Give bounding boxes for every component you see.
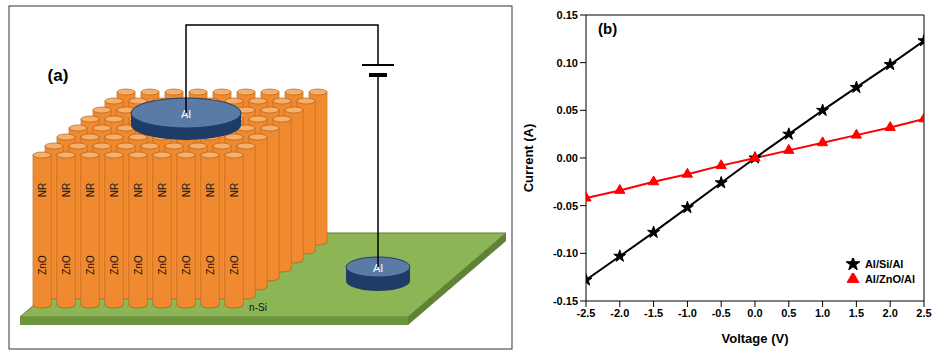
svg-text:0.0: 0.0 — [747, 307, 762, 319]
svg-text:NR: NR — [109, 183, 120, 197]
svg-text:ZnO: ZnO — [37, 255, 48, 275]
svg-text:NR: NR — [157, 183, 168, 197]
svg-text:NR: NR — [181, 183, 192, 197]
html-text:(b): (b) — [598, 20, 618, 37]
svg-text:NR: NR — [205, 183, 216, 197]
svg-text:-0.10: -0.10 — [553, 247, 578, 259]
svg-text:0.00: 0.00 — [557, 152, 578, 164]
svg-text:(a): (a) — [48, 66, 69, 85]
svg-text:-2.5: -2.5 — [577, 307, 596, 319]
svg-text:-1.0: -1.0 — [678, 307, 697, 319]
svg-text:Current (A): Current (A) — [521, 124, 536, 193]
svg-text:0.5: 0.5 — [781, 307, 796, 319]
svg-text:ZnO: ZnO — [109, 255, 120, 275]
html-text:Al/Si/Al: Al/Si/Al — [864, 258, 904, 270]
svg-text:-0.15: -0.15 — [553, 295, 578, 307]
svg-text:-1.5: -1.5 — [644, 307, 663, 319]
svg-text:ZnO: ZnO — [61, 255, 72, 275]
svg-text:2.5: 2.5 — [916, 307, 931, 319]
svg-text:ZnO: ZnO — [157, 255, 168, 275]
svg-text:-2.0: -2.0 — [610, 307, 629, 319]
svg-text:Al: Al — [373, 262, 383, 274]
svg-text:0.05: 0.05 — [557, 104, 578, 116]
svg-text:1.5: 1.5 — [849, 307, 864, 319]
svg-text:NR: NR — [37, 183, 48, 197]
svg-text:ZnO: ZnO — [85, 255, 96, 275]
svg-text:NR: NR — [133, 183, 144, 197]
svg-text:Voltage (V): Voltage (V) — [722, 331, 789, 346]
svg-text:Al: Al — [181, 108, 191, 120]
svg-text:NR: NR — [85, 183, 96, 197]
svg-text:0.15: 0.15 — [557, 9, 578, 21]
svg-text:1.0: 1.0 — [815, 307, 830, 319]
svg-text:NR: NR — [229, 183, 240, 197]
svg-text:ZnO: ZnO — [181, 255, 192, 275]
svg-text:NR: NR — [61, 183, 72, 197]
svg-text:0.10: 0.10 — [557, 57, 578, 69]
svg-text:ZnO: ZnO — [229, 255, 240, 275]
svg-text:n-Si: n-Si — [249, 302, 267, 313]
svg-text:ZnO: ZnO — [133, 255, 144, 275]
svg-text:-0.05: -0.05 — [553, 200, 578, 212]
svg-text:-0.5: -0.5 — [712, 307, 731, 319]
svg-text:2.0: 2.0 — [883, 307, 898, 319]
html-text:Al/ZnO/Al: Al/ZnO/Al — [864, 273, 915, 285]
svg-text:ZnO: ZnO — [205, 255, 216, 275]
